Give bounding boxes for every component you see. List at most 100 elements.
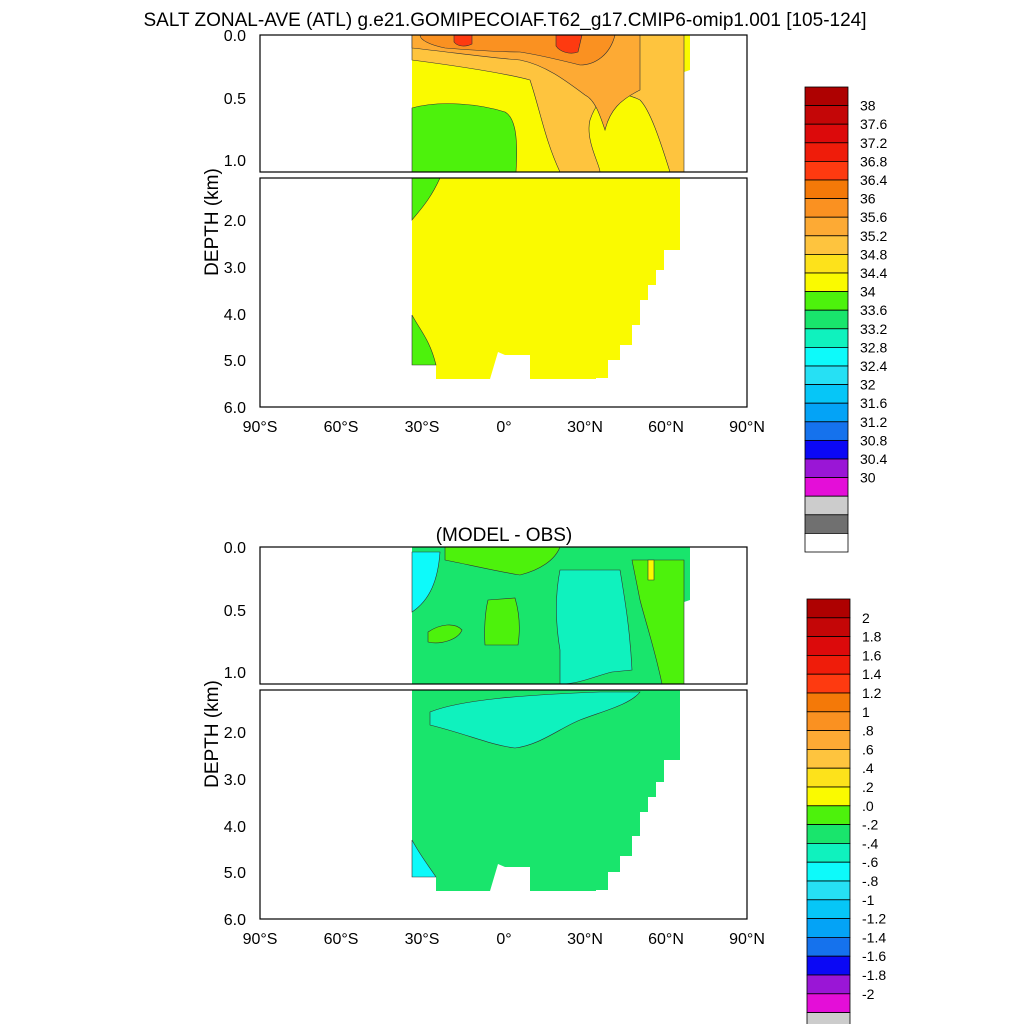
- colorbar-label: -2: [862, 986, 875, 1002]
- colorbar-swatch: [806, 786, 851, 807]
- colorbar-label: 31.2: [860, 414, 887, 430]
- colorbar-swatch: [806, 918, 851, 938]
- y-tick-label: 3.0: [224, 260, 246, 277]
- colorbar-swatch: [806, 730, 851, 750]
- y-tick-label: 0.0: [224, 28, 246, 45]
- colorbar-label: -.6: [862, 854, 879, 870]
- colorbar-label: -1: [862, 892, 875, 908]
- x-tick-label: 30°S: [405, 931, 440, 948]
- colorbar-swatch: [804, 198, 849, 218]
- anomaly-axis-ticks: 0.0 0.5 1.0 2.0 3.0 4.0 5.0 6.0 90°S 60°…: [224, 540, 765, 948]
- anomaly-lower-plot: [259, 689, 748, 920]
- colorbar-swatch: [806, 805, 851, 825]
- salt-upper-fill-green-south: [411, 103, 517, 173]
- colorbar-swatch: [806, 974, 851, 995]
- x-tick-label: 90°N: [729, 419, 765, 436]
- colorbar-label: 1.6: [862, 647, 882, 663]
- x-tick-label: 90°S: [243, 419, 278, 436]
- colorbar-swatch: [804, 142, 849, 162]
- colorbar-swatch: [804, 309, 849, 330]
- colorbar-label: .2: [862, 779, 874, 795]
- colorbar-label: -1.2: [862, 911, 886, 927]
- colorbar-swatch: [806, 824, 851, 844]
- colorbar-label: -1.4: [862, 929, 886, 945]
- colorbar-swatch: [804, 291, 849, 311]
- colorbar-label: 1.4: [862, 666, 882, 682]
- salt-upper-frame: [259, 34, 748, 173]
- anomaly-upper-fill-green-north: [631, 559, 685, 685]
- colorbar-swatch: [804, 179, 849, 200]
- colorbar-label: 36.4: [860, 172, 887, 188]
- salt-lower-plot: [259, 177, 748, 408]
- colorbar-swatch: [804, 384, 849, 404]
- colorbar-label: 37.6: [860, 116, 887, 132]
- colorbar-label: 30.8: [860, 432, 887, 448]
- colorbar-swatch: [804, 458, 849, 479]
- x-tick-label: 60°S: [324, 419, 359, 436]
- colorbar-swatch: [804, 86, 849, 107]
- colorbar-swatch: [806, 955, 851, 976]
- colorbar-swatch: [804, 328, 849, 348]
- anomaly-colorbar: 21.81.61.41.21.8.6.4.2.0-.2-.4-.6-.8-1-1…: [806, 598, 886, 1024]
- colorbar-swatch: [804, 123, 849, 144]
- y-tick-label: 4.0: [224, 307, 246, 324]
- colorbar-swatch: [806, 993, 851, 1013]
- colorbar-swatch: [806, 843, 851, 863]
- y-tick-label: 2.0: [224, 213, 246, 230]
- colorbar-label: -1.8: [862, 967, 886, 983]
- anomaly-upper-fill-green-a: [484, 597, 520, 646]
- anomaly-upper-fill-green-b: [427, 624, 463, 644]
- colorbar-swatch: [806, 767, 851, 788]
- colorbar-label: 32: [860, 377, 876, 393]
- y-tick-label: 5.0: [224, 865, 246, 882]
- colorbar-label: .6: [862, 741, 874, 757]
- x-tick-label: 30°N: [567, 931, 603, 948]
- salt-upper-plot: [259, 34, 748, 173]
- colorbar-swatch: [804, 253, 849, 274]
- y-tick-label: 0.0: [224, 540, 246, 557]
- y-tick-label: 2.0: [224, 725, 246, 742]
- colorbar-label: 32.4: [860, 358, 887, 374]
- colorbar-swatch: [806, 1012, 851, 1024]
- colorbar-swatch: [804, 439, 849, 460]
- colorbar-swatch: [806, 861, 851, 882]
- colorbar-swatch: [804, 235, 849, 255]
- x-tick-label: 90°S: [243, 931, 278, 948]
- anomaly-lower-frame: [259, 689, 748, 920]
- salt-upper-fill-red: [453, 34, 473, 47]
- anomaly-lower-fill-base: [412, 690, 680, 891]
- salt-ylabel: DEPTH (km): [202, 168, 223, 276]
- colorbar-swatch: [806, 880, 851, 901]
- x-tick-label: 90°N: [729, 931, 765, 948]
- colorbar-label: 30.4: [860, 451, 887, 467]
- anomaly-lower-fill-cyan: [429, 691, 641, 749]
- colorbar-swatch: [804, 514, 849, 534]
- colorbar-swatch: [804, 402, 849, 423]
- colorbar-swatch: [806, 636, 851, 656]
- colorbar-label: .0: [862, 798, 874, 814]
- colorbar-swatch: [804, 495, 849, 516]
- x-tick-label: 30°N: [567, 419, 603, 436]
- colorbar-label: 37.2: [860, 135, 887, 151]
- colorbar-swatch: [804, 533, 849, 553]
- colorbar-label: 36: [860, 191, 876, 207]
- anomaly-title: (MODEL - OBS): [436, 525, 573, 546]
- colorbar-swatch: [806, 655, 851, 675]
- y-tick-label: 5.0: [224, 353, 246, 370]
- x-tick-label: 0°: [496, 419, 511, 436]
- colorbar-label: .4: [862, 760, 874, 776]
- salt-lower-frame: [259, 177, 748, 408]
- colorbar-swatch: [804, 365, 849, 386]
- colorbar-swatch: [804, 272, 849, 293]
- colorbar-label: 34.8: [860, 246, 887, 262]
- y-tick-label: 6.0: [224, 400, 246, 417]
- salt-colorbar: 38 37.6 37.2 36.8 36.4 36 35.6 35.2 34.8 34.4 34 33…: [804, 86, 887, 553]
- colorbar-label: 35.2: [860, 228, 887, 244]
- colorbar-label: 1.8: [862, 629, 882, 645]
- y-tick-label: 4.0: [224, 819, 246, 836]
- colorbar-swatch: [806, 598, 851, 619]
- anomaly-panel: (MODEL - OBS) DEPTH (km) 0.0 0.5 1.0 2.: [202, 525, 886, 1024]
- colorbar-swatch: [806, 673, 851, 694]
- colorbar-swatch: [806, 692, 851, 713]
